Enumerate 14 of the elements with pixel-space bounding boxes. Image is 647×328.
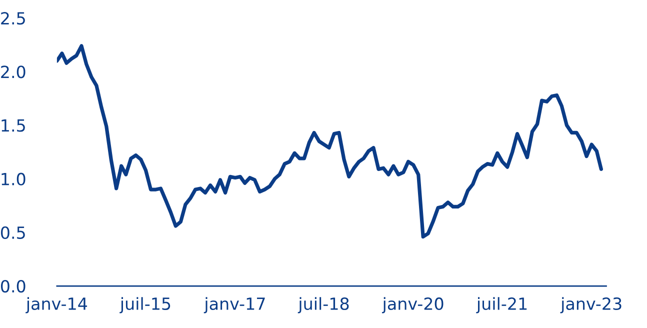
x-tick-label: juil-18 [298,297,349,314]
x-tick-label: janv-23 [560,297,622,314]
y-tick-label: 2.0 [1,66,26,78]
y-tick-label: 2.5 [1,12,25,25]
y-tick-label: 1.0 [2,172,26,186]
x-tick-label: janv-17 [204,297,265,314]
x-tick-label: janv-14 [26,297,88,314]
x-tick-label: juil-21 [476,297,527,314]
y-tick-label: 1.5 [2,119,25,132]
line-series [56,44,603,239]
x-tick-label: juil-15 [120,297,170,314]
y-tick-label: 0.5 [0,226,25,239]
x-tick-label: janv-20 [382,297,444,314]
y-tick-label: 0.0 [0,280,26,293]
